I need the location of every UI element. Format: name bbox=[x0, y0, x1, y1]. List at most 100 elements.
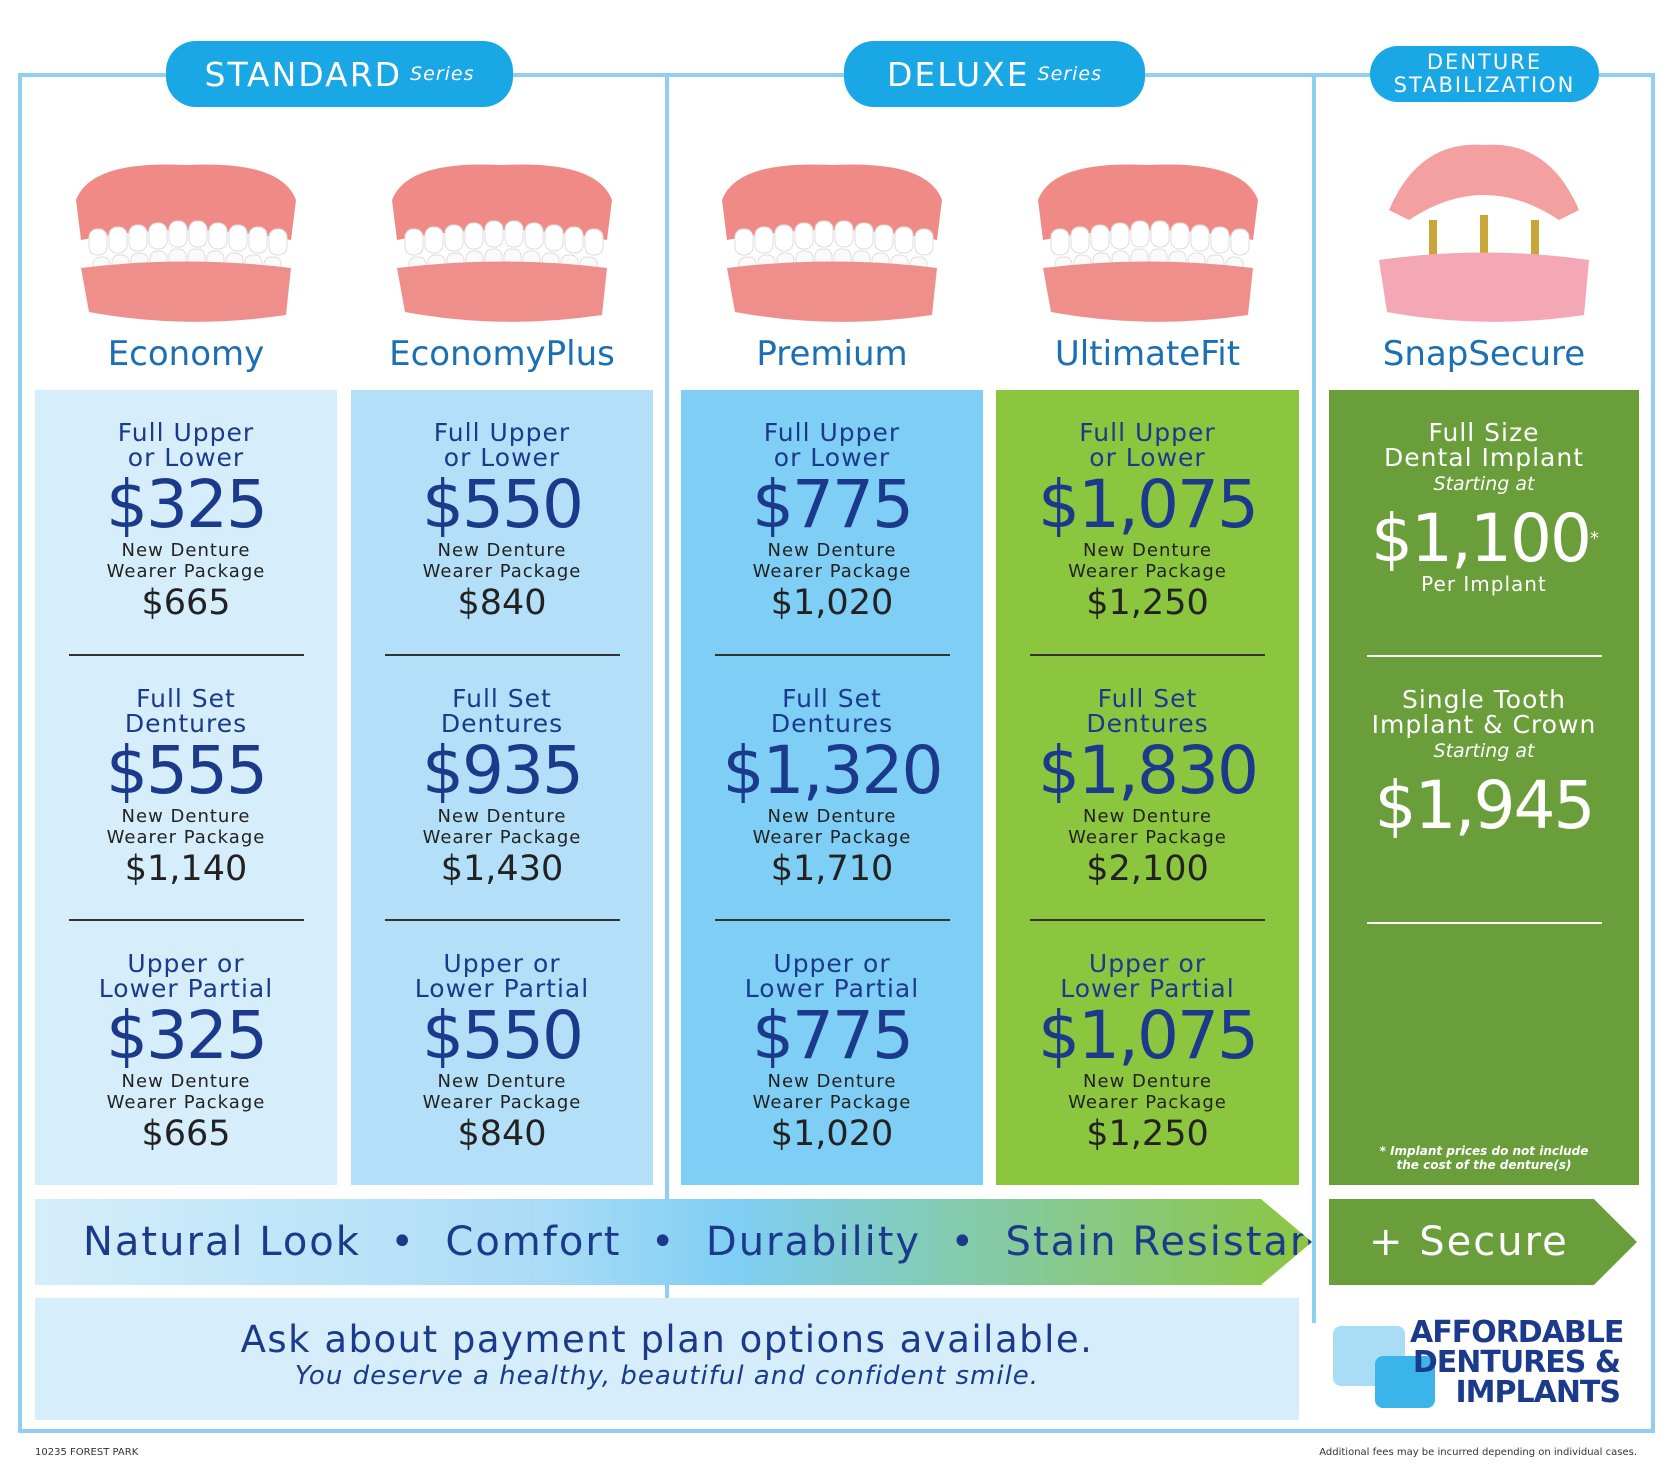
price-value: $935 bbox=[422, 731, 584, 809]
price: $775 bbox=[752, 470, 914, 540]
separator bbox=[384, 919, 620, 922]
payment-headline: Ask about payment plan options available… bbox=[240, 1318, 1094, 1361]
package-price: $1,140 bbox=[124, 848, 248, 889]
package-label: New Denture Wearer Package bbox=[752, 1071, 912, 1114]
price-panel: Full Upper or Lower $325 New Denture Weare… bbox=[35, 390, 337, 1185]
price: $550 bbox=[422, 1001, 584, 1071]
product-name: UltimateFit bbox=[1054, 334, 1241, 374]
price-tier: Single Tooth Implant & Crown Starting at $… bbox=[1329, 657, 1639, 922]
package-price: $1,430 bbox=[440, 848, 564, 889]
denture-image bbox=[76, 164, 296, 322]
series-label: DELUXE bbox=[886, 54, 1030, 94]
price: $325 bbox=[106, 1001, 268, 1071]
tier-title: Upper or Lower Partial bbox=[414, 949, 590, 1004]
price-value: $1,100 bbox=[1371, 500, 1592, 577]
denture-image bbox=[1379, 144, 1589, 322]
price-panel: Full Upper or Lower $550 New Denture Weare… bbox=[351, 390, 653, 1185]
package-price: $840 bbox=[457, 583, 547, 623]
price-value: $550 bbox=[422, 997, 584, 1075]
package-price: $2,100 bbox=[1086, 848, 1209, 889]
tier-title: Full Upper or Lower bbox=[433, 418, 571, 472]
price: $1,320 bbox=[723, 735, 944, 806]
benefits-banner: Natural Look • Comfort • Durability • St… bbox=[35, 1199, 1312, 1285]
tier-title: Full Set Dentures bbox=[124, 683, 248, 738]
denture-image bbox=[1037, 164, 1258, 322]
package-label: New Denture Wearer Package bbox=[106, 805, 266, 848]
price: $1,100* bbox=[1371, 504, 1599, 574]
price: $555 bbox=[106, 735, 268, 806]
package-price: $1,020 bbox=[770, 583, 894, 623]
price-tier: Full Upper or Lower $550 New Denture Weare… bbox=[351, 390, 653, 654]
price-tier: Upper or Lower Partial $550 New Denture We… bbox=[351, 921, 653, 1185]
frame bbox=[18, 73, 1655, 1433]
payment-box: Ask about payment plan options available… bbox=[35, 1298, 1299, 1420]
price-tier: Full Upper or Lower $775 New Denture Weare… bbox=[681, 390, 983, 654]
price: $325 bbox=[106, 470, 268, 540]
package-label: New Denture Wearer Package bbox=[752, 540, 912, 582]
tier-title: Full Upper or Lower bbox=[117, 418, 255, 472]
price: $935 bbox=[422, 735, 584, 806]
price-value: $1,320 bbox=[722, 731, 944, 809]
series-pill: DELUXE Series bbox=[844, 41, 1145, 107]
price-value: $325 bbox=[106, 466, 268, 543]
package-label: New Denture Wearer Package bbox=[422, 540, 582, 582]
package-label: New Denture Wearer Package bbox=[422, 805, 582, 848]
price-value: $550 bbox=[422, 466, 584, 543]
package-price: $1,250 bbox=[1086, 583, 1209, 623]
price-panel: Full Upper or Lower $1,075 New Denture Wea… bbox=[996, 390, 1299, 1185]
denture-image bbox=[722, 164, 942, 322]
price-value: $1,830 bbox=[1038, 731, 1259, 809]
price: $1,830 bbox=[1038, 735, 1259, 806]
logo-line: AFFORDABLE bbox=[1410, 1315, 1624, 1350]
footer-right: Additional fees may be incurred dependin… bbox=[1319, 1447, 1637, 1458]
series-sub: Series bbox=[1037, 63, 1103, 85]
price-value: $1,075 bbox=[1038, 997, 1259, 1075]
tier-title: Full Set Dentures bbox=[440, 683, 564, 738]
series-label: STANDARD bbox=[204, 54, 403, 94]
secure-banner: + Secure bbox=[1329, 1199, 1637, 1285]
tier-title: Full Size Dental Implant bbox=[1384, 418, 1584, 472]
price: $1,075 bbox=[1038, 470, 1259, 540]
logo-mark bbox=[1333, 1326, 1435, 1408]
price: $1,075 bbox=[1038, 1001, 1259, 1071]
price-tier: Upper or Lower Partial $325 New Denture We… bbox=[35, 921, 337, 1185]
logo: AFFORDABLE DENTURES & IMPLANTS bbox=[1410, 1315, 1624, 1408]
price-value: $775 bbox=[752, 466, 914, 543]
price-panel: Full Upper or Lower $775 New Denture Weare… bbox=[681, 390, 983, 1185]
price-tier: Full Set Dentures $1,830 New Denture Weare… bbox=[996, 656, 1299, 920]
price-tier: Upper or Lower Partial $775 New Denture We… bbox=[681, 921, 983, 1185]
series-pill: DENTURE STABILIZATION bbox=[1370, 46, 1599, 102]
package-price: $1,020 bbox=[770, 1114, 894, 1155]
price-mark: * bbox=[1589, 528, 1599, 549]
price-value: $555 bbox=[106, 731, 268, 809]
separator bbox=[384, 653, 620, 656]
package-label: New Denture Wearer Package bbox=[752, 805, 912, 848]
tier-title: Upper or Lower Partial bbox=[1060, 949, 1235, 1004]
divider bbox=[665, 73, 669, 1323]
tier-title: Upper or Lower Partial bbox=[98, 949, 274, 1004]
price-tier: Full Upper or Lower $1,075 New Denture Wea… bbox=[996, 390, 1299, 654]
tier-title: Full Upper or Lower bbox=[1079, 418, 1216, 472]
price: $1,945 bbox=[1375, 771, 1596, 841]
separator bbox=[68, 919, 304, 922]
price-value: $1,075 bbox=[1038, 466, 1259, 543]
package-label: New Denture Wearer Package bbox=[1068, 805, 1227, 848]
divider bbox=[1312, 73, 1316, 1323]
per-label: Per Implant bbox=[1421, 572, 1547, 596]
price: $775 bbox=[752, 1001, 914, 1071]
package-price: $1,250 bbox=[1086, 1114, 1209, 1155]
package-label: New Denture Wearer Package bbox=[1068, 1071, 1227, 1114]
price: $550 bbox=[422, 470, 584, 540]
package-price: $665 bbox=[141, 583, 231, 623]
separator bbox=[1366, 922, 1602, 924]
footnote: * Implant prices do not include the cost… bbox=[1379, 1144, 1589, 1172]
price-tier: Full Size Dental Implant Starting at $1,10… bbox=[1329, 390, 1639, 655]
product-name: Economy bbox=[107, 334, 265, 374]
price-tier: Full Set Dentures $1,320 New Denture Weare… bbox=[681, 656, 983, 920]
product-name: SnapSecure bbox=[1382, 334, 1586, 374]
series-sub: Series bbox=[410, 63, 475, 85]
package-label: New Denture Wearer Package bbox=[106, 1071, 266, 1114]
tier-title: Upper or Lower Partial bbox=[744, 949, 920, 1004]
package-price: $840 bbox=[457, 1114, 547, 1155]
